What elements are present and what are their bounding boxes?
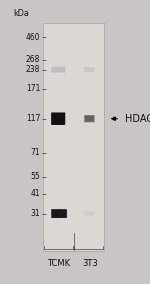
FancyBboxPatch shape: [84, 115, 95, 122]
Text: 71: 71: [31, 148, 40, 157]
FancyBboxPatch shape: [84, 211, 95, 216]
FancyBboxPatch shape: [85, 116, 93, 122]
FancyBboxPatch shape: [51, 112, 65, 125]
FancyBboxPatch shape: [86, 116, 93, 121]
Text: 117: 117: [26, 114, 40, 123]
Bar: [44, 24, 104, 250]
Text: kDa: kDa: [13, 9, 29, 18]
Text: 55: 55: [30, 172, 40, 181]
FancyBboxPatch shape: [51, 209, 60, 218]
Text: 41: 41: [31, 189, 40, 198]
FancyBboxPatch shape: [84, 67, 95, 72]
FancyBboxPatch shape: [51, 67, 65, 72]
Text: 3T3: 3T3: [82, 259, 98, 268]
FancyBboxPatch shape: [85, 116, 94, 122]
Text: 268: 268: [26, 55, 40, 64]
Text: 171: 171: [26, 84, 40, 93]
Text: 460: 460: [26, 33, 40, 42]
FancyBboxPatch shape: [58, 209, 67, 218]
Text: TCMK: TCMK: [47, 259, 70, 268]
Text: 31: 31: [31, 209, 40, 218]
Text: 238: 238: [26, 65, 40, 74]
Text: HDAC6: HDAC6: [125, 114, 150, 124]
Bar: [43, 23, 104, 251]
